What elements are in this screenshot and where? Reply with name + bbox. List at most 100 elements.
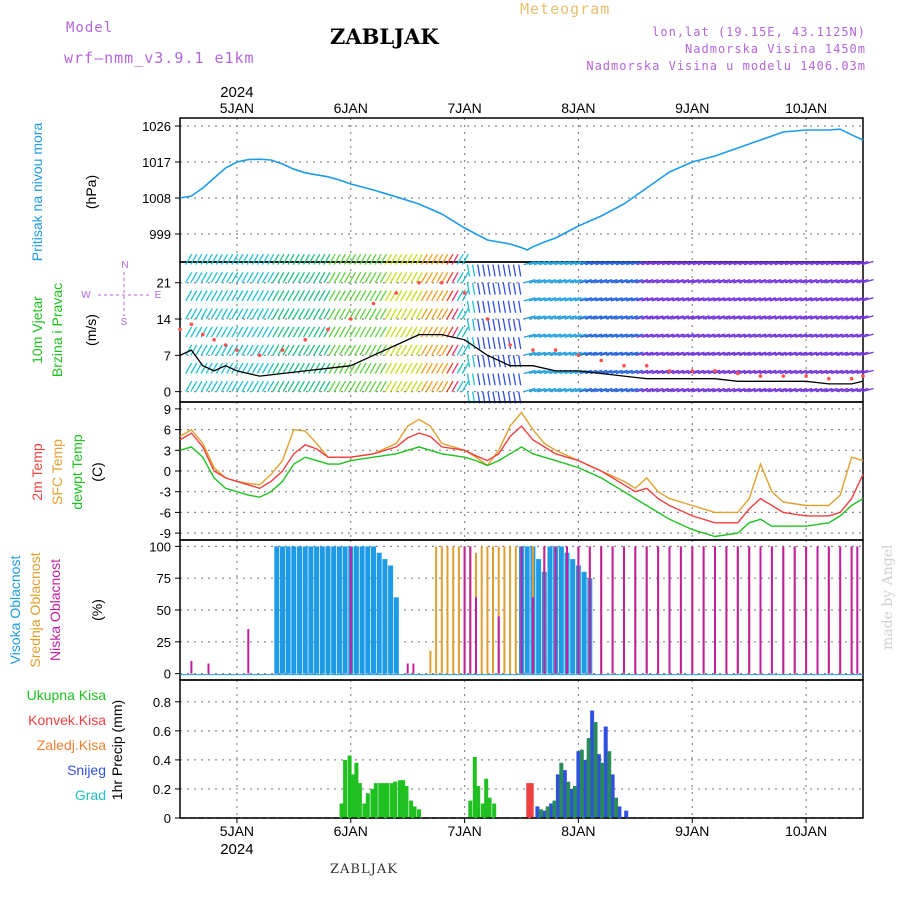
wind-barb: [549, 387, 562, 393]
y-tick-label: 1026: [142, 119, 171, 134]
wind-barb: [471, 282, 476, 295]
wind-barb: [764, 333, 777, 338]
wind-barb: [261, 253, 270, 265]
mid-cloud-bar: [497, 546, 500, 674]
wind-barb: [789, 297, 802, 302]
total-precip-bar: [417, 809, 421, 818]
wind-barb: [415, 253, 423, 265]
wind-barb: [631, 387, 644, 393]
wind-barb: [287, 326, 295, 338]
wind-barb: [687, 278, 700, 284]
wind-barb: [728, 260, 741, 266]
wind-barb: [456, 362, 464, 374]
wind-barb: [733, 278, 746, 284]
wind-barb: [759, 387, 772, 393]
wind-barb: [220, 344, 229, 356]
wind-barb: [195, 380, 203, 392]
temp-sfc-line: [179, 411, 864, 514]
wind-barb: [646, 369, 659, 375]
wind-barb: [528, 297, 541, 302]
wind-barb: [774, 278, 787, 284]
wind-barb: [195, 326, 203, 338]
wind-barb: [851, 278, 864, 284]
wind-barb: [651, 315, 664, 320]
wind-barb: [590, 260, 603, 266]
hail-bar: [600, 762, 605, 818]
wind-barb: [672, 260, 685, 266]
wind-barb: [415, 344, 423, 356]
wind-gust-point: [371, 301, 376, 306]
wind-barb: [220, 308, 229, 320]
low-cloud-bar: [839, 546, 842, 674]
wind-barb: [241, 253, 249, 265]
wind-barb: [313, 380, 321, 392]
wind-barb: [487, 264, 491, 277]
wind-barb: [446, 380, 454, 392]
wind-barb: [677, 315, 690, 320]
low-cloud-bar: [770, 546, 773, 674]
wind-barb: [507, 318, 512, 332]
wind-barb: [861, 297, 874, 302]
wind-barb: [687, 315, 700, 320]
wind-barb: [379, 380, 387, 392]
wind-barb: [277, 253, 285, 265]
wind-barb: [615, 351, 628, 356]
wind-barb: [800, 333, 813, 338]
total-precip-bar: [472, 757, 477, 818]
wind-barb: [313, 308, 321, 320]
wind-barb: [246, 344, 254, 356]
wind-barb: [471, 337, 476, 350]
wind-gust-point: [849, 376, 854, 381]
wind-barb: [759, 278, 772, 284]
wind-barb: [544, 260, 557, 266]
wind-barb: [769, 369, 782, 375]
wind-barb: [477, 264, 481, 277]
wind-barb: [436, 380, 444, 392]
wind-barb: [226, 290, 234, 302]
wind-barb: [605, 260, 618, 266]
wind-barb: [282, 271, 290, 284]
wind-barb: [261, 290, 270, 302]
wind-barb: [697, 278, 710, 284]
wind-barb: [241, 380, 249, 392]
wind-gust-point: [257, 353, 262, 358]
wind-barb: [769, 387, 782, 393]
wind-barb: [641, 387, 654, 393]
wind-barb: [861, 333, 874, 338]
wind-barb: [277, 326, 285, 338]
wind-barb: [585, 387, 597, 393]
wind-barb: [738, 387, 751, 393]
total-precip-bar: [354, 762, 359, 818]
wind-barb: [738, 315, 751, 320]
wind-barb: [431, 362, 439, 374]
elevation-label: Nadmorska Visina 1450m: [685, 42, 866, 56]
wind-barb: [836, 315, 848, 320]
wind-barb: [718, 333, 731, 338]
wind-barb: [338, 326, 346, 338]
wind-barb: [672, 278, 685, 284]
wind-barb: [789, 351, 802, 356]
wind-barb: [830, 387, 843, 393]
wind-barb: [292, 290, 300, 302]
wind-barb: [379, 290, 387, 302]
wind-barb: [569, 333, 582, 338]
wind-barb: [523, 260, 536, 266]
wind-barb: [677, 333, 690, 338]
wind-barb: [333, 344, 341, 356]
high-cloud-bar: [308, 546, 314, 674]
snow-bar: [610, 774, 615, 818]
wind-barb: [836, 351, 848, 356]
wind-barb: [610, 315, 623, 320]
wind-barb: [384, 344, 393, 356]
wind-barb: [667, 369, 679, 375]
wind-barb: [723, 297, 736, 302]
mid-cloud-bar: [503, 546, 506, 674]
wind-barb: [574, 387, 587, 393]
wind-barb: [374, 380, 382, 392]
wind-barb: [195, 308, 203, 320]
wind-barb: [451, 380, 459, 392]
wind-barb: [261, 380, 270, 392]
wind-barb: [210, 253, 218, 265]
wind-barb: [620, 297, 633, 302]
wind-barb: [585, 278, 597, 284]
